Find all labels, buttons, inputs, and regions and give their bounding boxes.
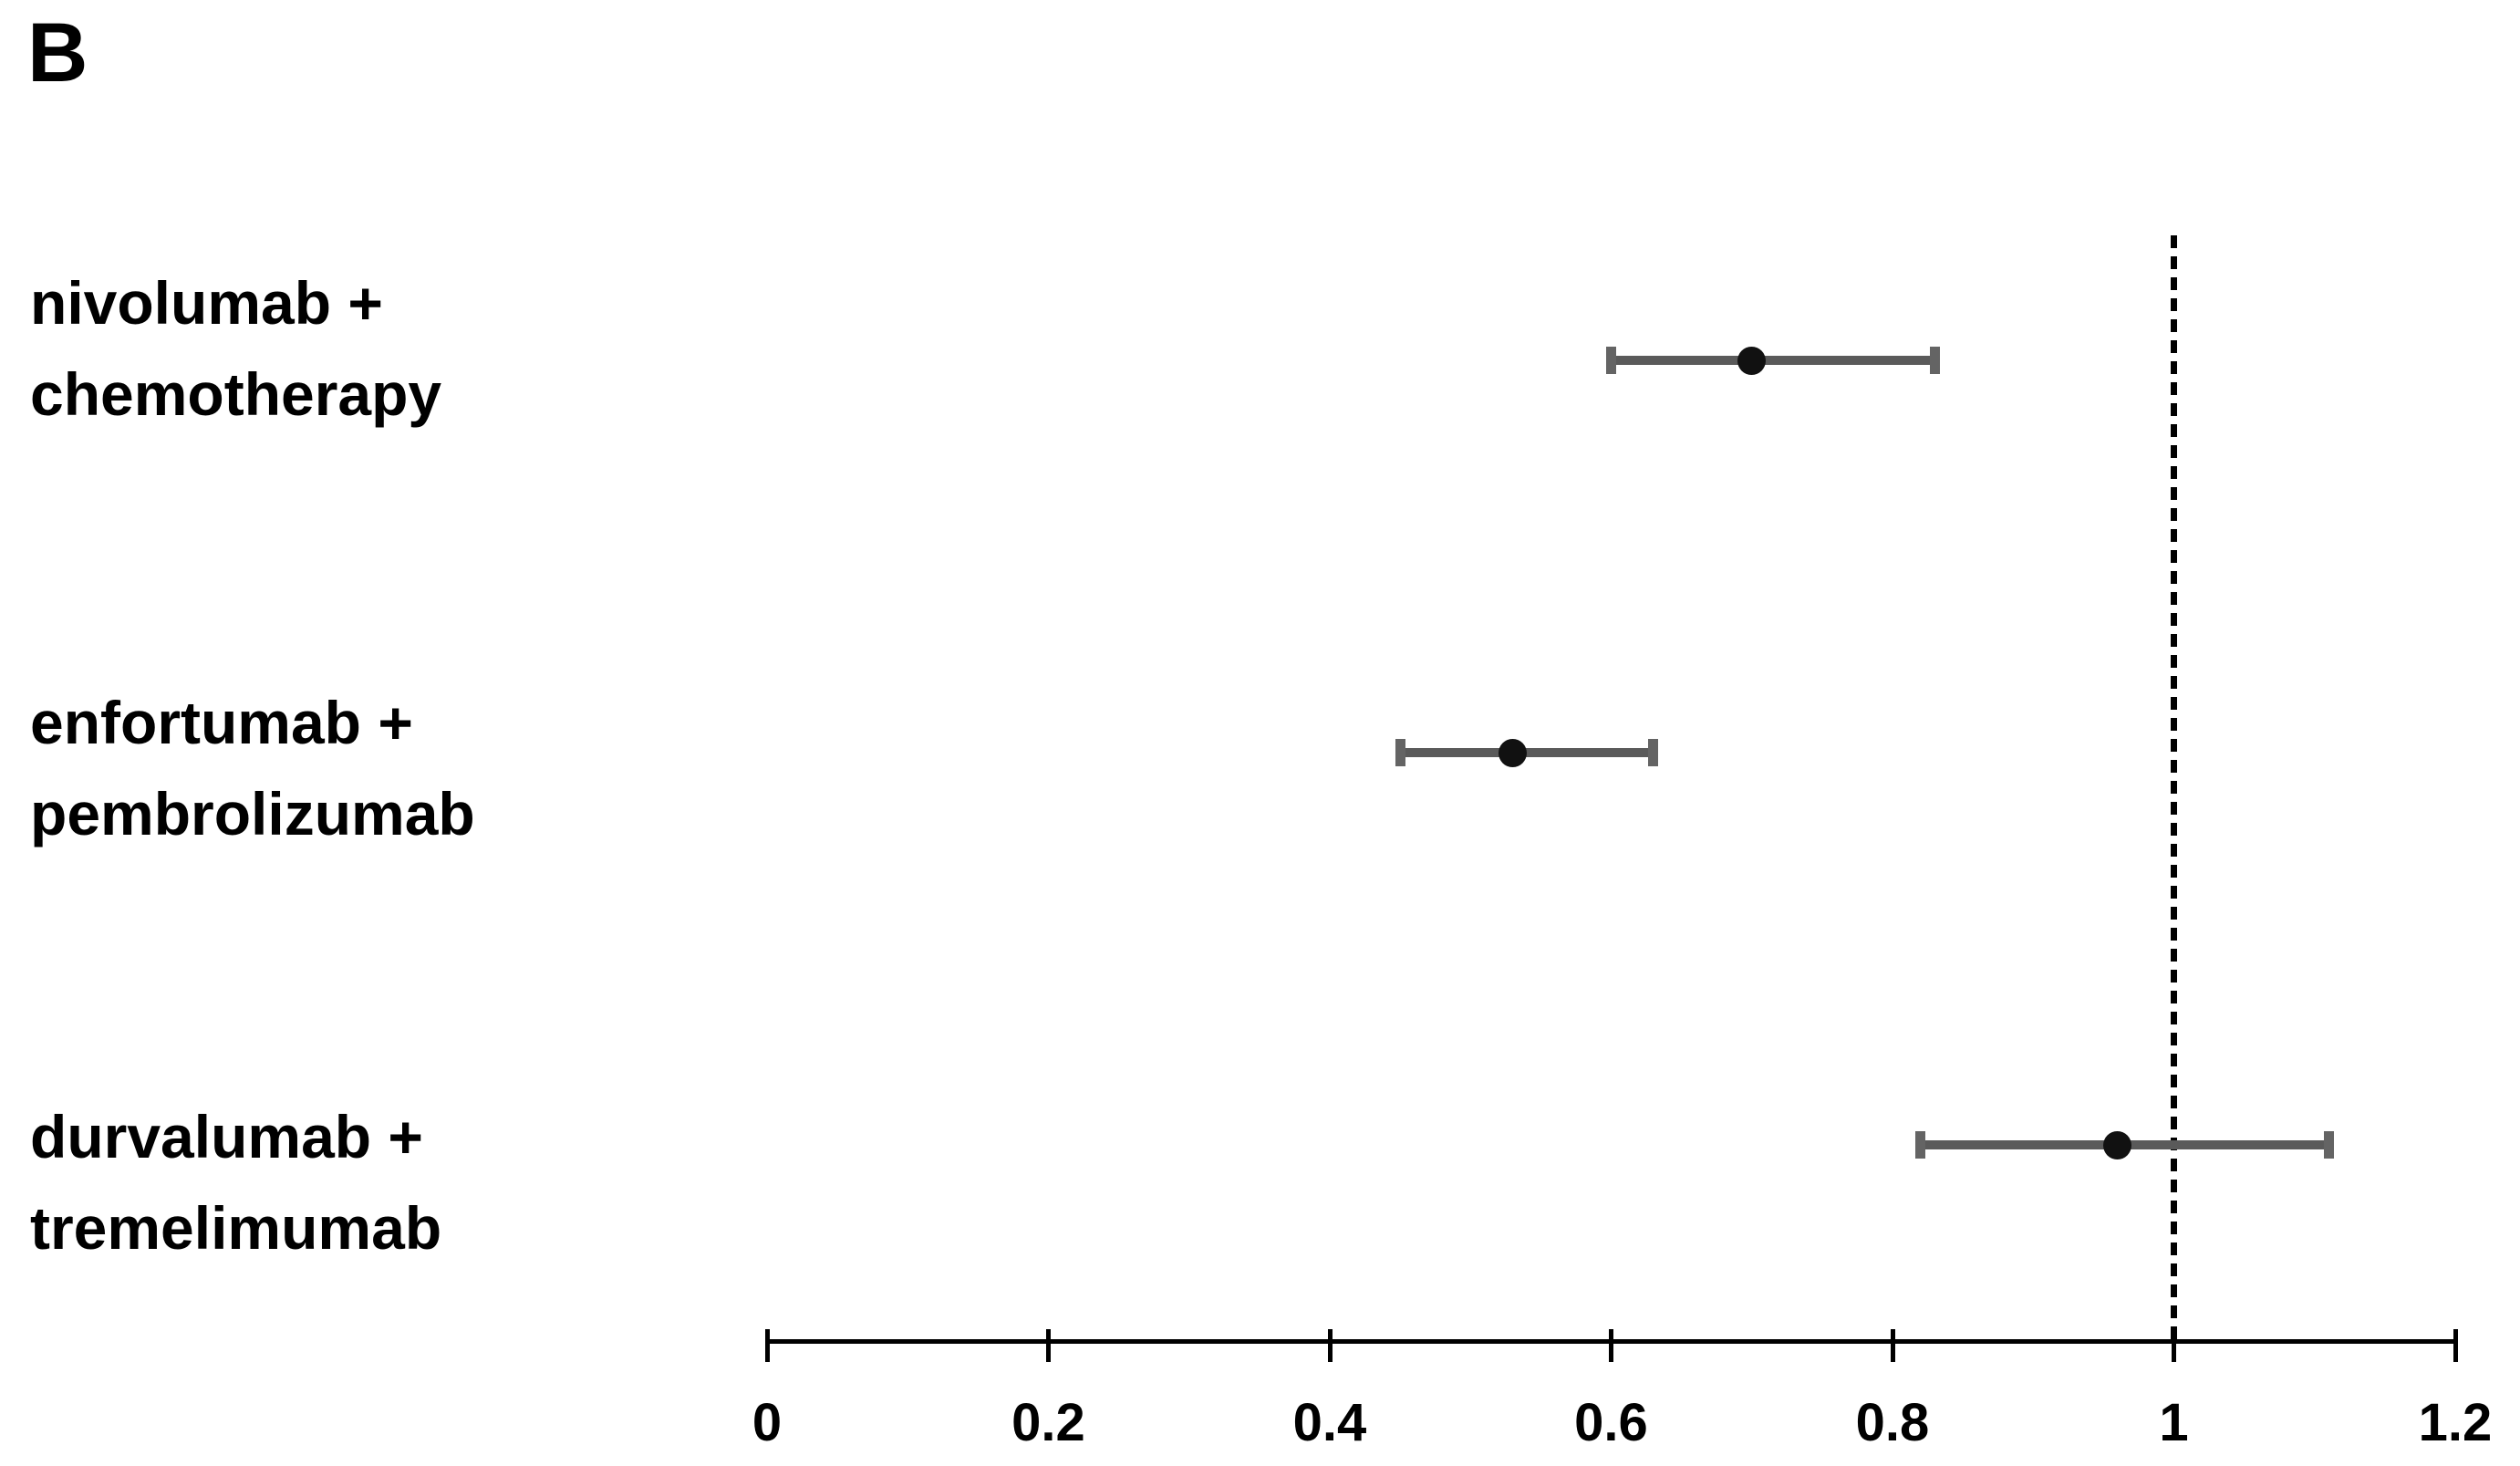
point-marker (1737, 346, 1767, 375)
point-marker (1499, 738, 1528, 767)
ci-cap-right (1929, 347, 1940, 374)
ci-cap-left (1395, 739, 1405, 766)
ci-cap-left (1606, 347, 1616, 374)
point-marker (2103, 1130, 2132, 1159)
row-label-line: durvalumab + (30, 1103, 423, 1170)
panel-label: B (27, 6, 88, 99)
row-label-line: enfortumab + (30, 689, 413, 756)
ci-line (1611, 356, 1935, 365)
x-axis-tick (1046, 1329, 1051, 1362)
row-label-nivolumab-chemotherapy: nivolumab + chemotherapy (30, 257, 669, 440)
x-axis-tick-label: 0 (752, 1393, 783, 1452)
row-label-line: pembrolizumab (30, 780, 475, 847)
x-axis-tick (1890, 1329, 1895, 1362)
row-label-line: nivolumab + (30, 269, 383, 337)
x-axis-tick-label: 1 (2159, 1393, 2189, 1452)
x-axis-tick-label: 0.8 (1855, 1393, 1930, 1452)
ci-cap-left (1915, 1131, 1926, 1159)
row-label-durvalumab-tremelimumab: durvalumab + tremelimumab (30, 1091, 669, 1274)
row-label-line: tremelimumab (30, 1194, 442, 1262)
x-axis-tick (1609, 1329, 1613, 1362)
x-axis-tick (2172, 1329, 2176, 1362)
row-label-enfortumab-pembrolizumab: enfortumab + pembrolizumab (30, 677, 669, 859)
x-axis-tick (764, 1329, 770, 1362)
ci-cap-right (2323, 1131, 2334, 1159)
ci-cap-right (1648, 739, 1659, 766)
x-axis-tick-label: 0.4 (1292, 1393, 1367, 1452)
x-axis-tick (1327, 1329, 1333, 1362)
x-axis-tick-label: 1.2 (2418, 1393, 2493, 1452)
reference-line-hr-1 (2171, 235, 2177, 1341)
row-label-line: chemotherapy (30, 360, 442, 428)
x-axis-tick-label: 0.6 (1574, 1393, 1648, 1452)
x-axis-tick-label: 0.2 (1011, 1393, 1085, 1452)
x-axis-tick (2453, 1329, 2458, 1362)
